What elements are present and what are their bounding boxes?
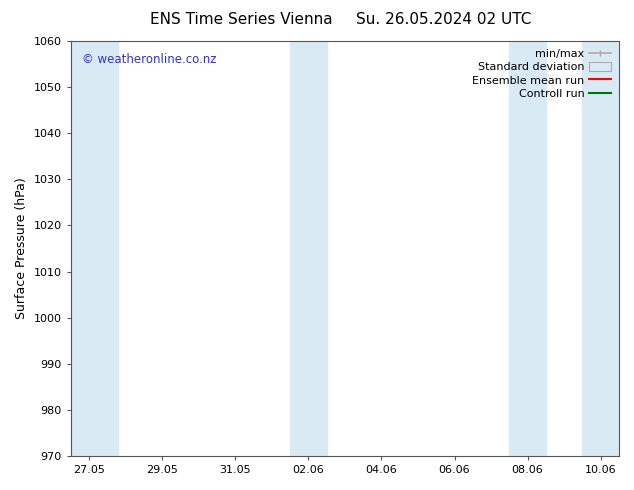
Text: ENS Time Series Vienna: ENS Time Series Vienna	[150, 12, 332, 27]
Y-axis label: Surface Pressure (hPa): Surface Pressure (hPa)	[15, 178, 28, 319]
Legend: min/max, Standard deviation, Ensemble mean run, Controll run: min/max, Standard deviation, Ensemble me…	[470, 47, 614, 101]
Text: Su. 26.05.2024 02 UTC: Su. 26.05.2024 02 UTC	[356, 12, 531, 27]
Bar	[509, 41, 546, 456]
Bar	[583, 41, 619, 456]
Text: © weatheronline.co.nz: © weatheronline.co.nz	[82, 53, 216, 67]
Bar	[290, 41, 327, 456]
Bar	[71, 41, 118, 456]
